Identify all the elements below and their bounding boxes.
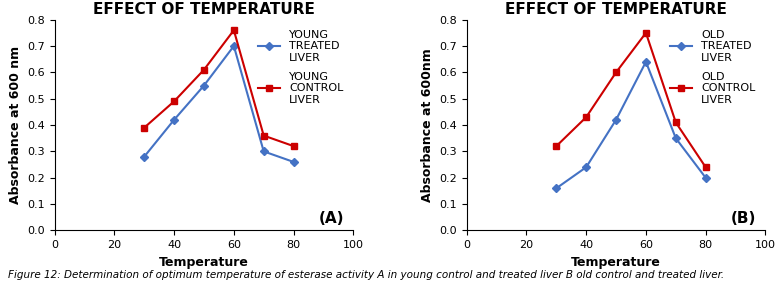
OLD
TREATED
LIVER	[671, 137, 680, 140]
Y-axis label: Absorbance at 600nm: Absorbance at 600nm	[421, 48, 433, 202]
Line: OLD
CONTROL
LIVER: OLD CONTROL LIVER	[554, 30, 708, 170]
X-axis label: Temperature: Temperature	[571, 256, 661, 269]
Text: (B): (B)	[731, 211, 757, 226]
Title: EFFECT OF TEMPERATURE: EFFECT OF TEMPERATURE	[93, 2, 315, 17]
YOUNG
CONTROL
LIVER	[169, 100, 179, 103]
Legend: YOUNG
TREATED
LIVER, YOUNG
CONTROL
LIVER: YOUNG TREATED LIVER, YOUNG CONTROL LIVER	[253, 25, 348, 109]
Text: (A): (A)	[319, 211, 344, 226]
Y-axis label: Absorbance at 600 nm: Absorbance at 600 nm	[9, 46, 22, 204]
Legend: OLD
TREATED
LIVER, OLD
CONTROL
LIVER: OLD TREATED LIVER, OLD CONTROL LIVER	[665, 25, 760, 109]
YOUNG
CONTROL
LIVER	[289, 144, 298, 148]
OLD
CONTROL
LIVER	[612, 71, 621, 74]
Line: YOUNG
TREATED
LIVER: YOUNG TREATED LIVER	[141, 43, 296, 165]
Title: EFFECT OF TEMPERATURE: EFFECT OF TEMPERATURE	[505, 2, 727, 17]
OLD
TREATED
LIVER	[582, 166, 591, 169]
YOUNG
CONTROL
LIVER	[199, 68, 209, 71]
Line: OLD
TREATED
LIVER: OLD TREATED LIVER	[554, 59, 708, 191]
OLD
CONTROL
LIVER	[641, 31, 651, 35]
YOUNG
TREATED
LIVER	[140, 155, 149, 158]
OLD
TREATED
LIVER	[551, 187, 561, 190]
Text: Figure 12: Determination of optimum temperature of esterase activity A in young : Figure 12: Determination of optimum temp…	[8, 270, 724, 280]
OLD
TREATED
LIVER	[612, 118, 621, 121]
YOUNG
CONTROL
LIVER	[229, 28, 238, 32]
YOUNG
CONTROL
LIVER	[259, 134, 269, 137]
OLD
CONTROL
LIVER	[671, 121, 680, 124]
OLD
CONTROL
LIVER	[582, 115, 591, 119]
YOUNG
TREATED
LIVER	[259, 150, 269, 153]
OLD
CONTROL
LIVER	[701, 166, 711, 169]
YOUNG
TREATED
LIVER	[289, 160, 298, 164]
YOUNG
TREATED
LIVER	[229, 44, 238, 48]
Line: YOUNG
CONTROL
LIVER: YOUNG CONTROL LIVER	[141, 28, 296, 149]
OLD
TREATED
LIVER	[641, 60, 651, 64]
X-axis label: Temperature: Temperature	[159, 256, 249, 269]
YOUNG
TREATED
LIVER	[199, 84, 209, 87]
YOUNG
TREATED
LIVER	[169, 118, 179, 121]
YOUNG
CONTROL
LIVER	[140, 126, 149, 129]
OLD
CONTROL
LIVER	[551, 144, 561, 148]
OLD
TREATED
LIVER	[701, 176, 711, 179]
